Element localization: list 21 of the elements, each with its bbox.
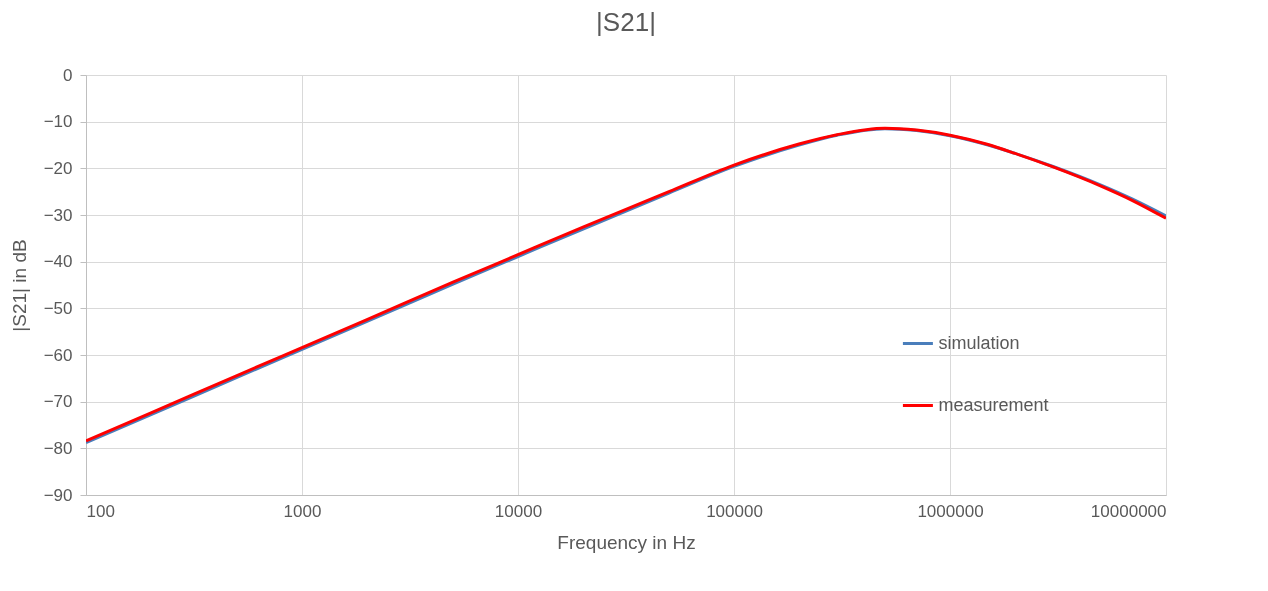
- y-tick-label: −90: [43, 485, 73, 505]
- x-tick-label: 100000: [706, 501, 763, 521]
- chart-title: |S21|: [596, 7, 656, 37]
- y-tick-label: 0: [63, 65, 73, 85]
- y-axis-title: |S21| in dB: [8, 239, 30, 332]
- legend-label: simulation: [938, 332, 1020, 353]
- y-tick-label: −30: [43, 205, 73, 225]
- y-tick-label: −20: [43, 158, 73, 178]
- legend-label: measurement: [938, 394, 1049, 415]
- y-tick-label: −10: [43, 112, 73, 132]
- y-tick-label: −60: [43, 345, 73, 365]
- y-tick-label: −40: [43, 252, 73, 272]
- y-tick-label: −50: [43, 298, 73, 318]
- x-tick-label: 10000000: [1090, 501, 1167, 521]
- y-tick-label: −80: [43, 438, 73, 458]
- x-axis-title: Frequency in Hz: [557, 531, 696, 553]
- x-tick-label: 1000: [283, 501, 322, 521]
- x-tick-label: 1000000: [917, 501, 984, 521]
- y-tick-label: −70: [43, 392, 73, 412]
- x-tick-label: 100: [86, 501, 115, 521]
- x-tick-label: 10000: [494, 501, 543, 521]
